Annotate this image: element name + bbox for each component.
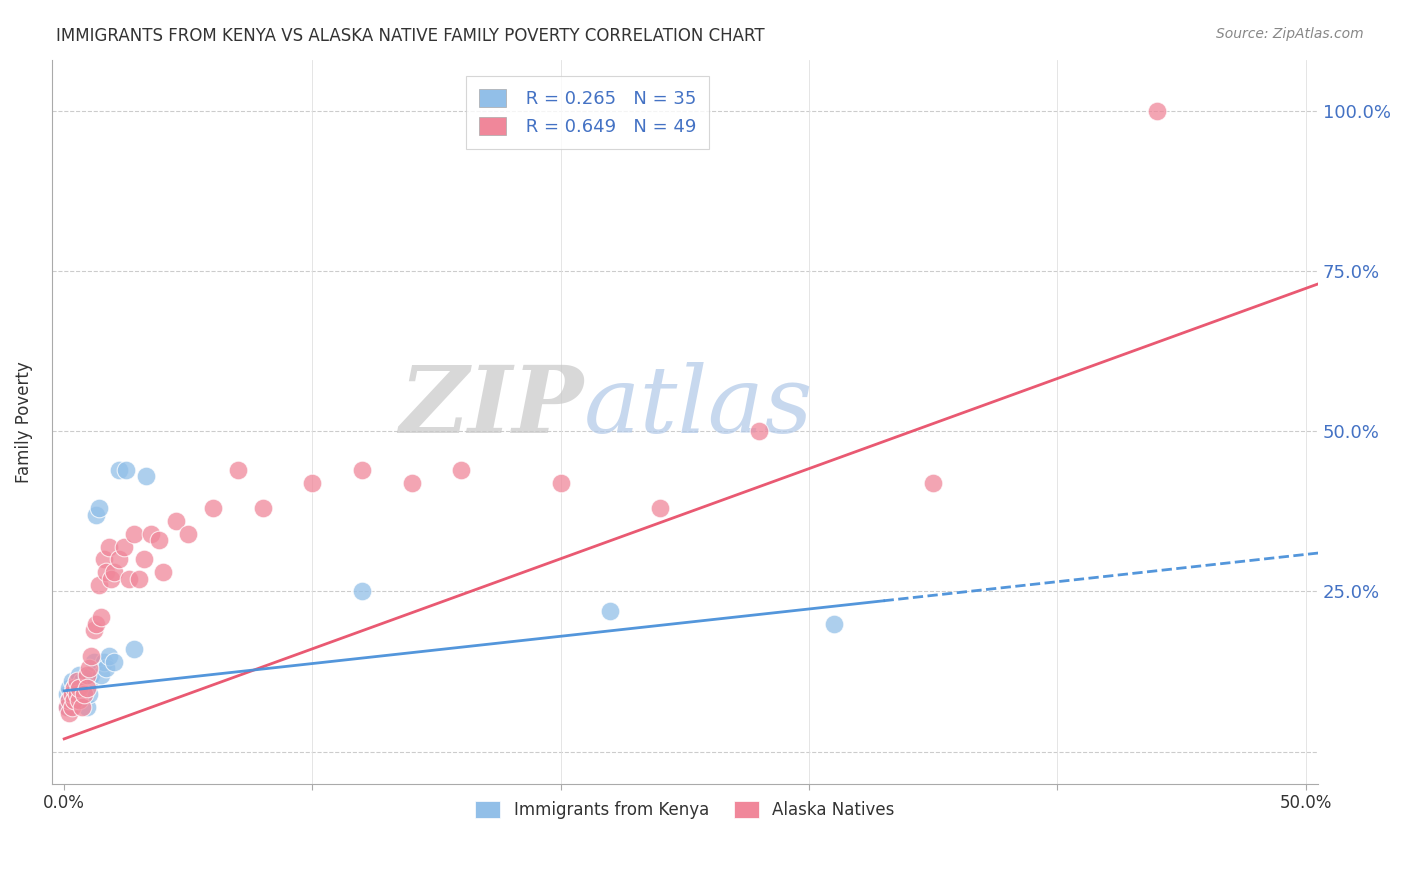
Point [87,501,110,516]
Point [63,693,86,707]
Point [76,667,98,681]
Point [65,687,87,701]
Point [90,667,112,681]
Text: Source: ZipAtlas.com: Source: ZipAtlas.com [1216,27,1364,41]
Point [87,578,110,592]
Point [148,533,170,548]
Point [599,604,621,618]
Text: ZIP: ZIP [399,362,583,452]
Point [73,687,96,701]
Point [97,648,120,663]
Point [352,463,374,477]
Point [80,648,103,663]
Point [122,526,145,541]
Point [301,475,323,490]
Point [55,699,77,714]
Point [60,687,83,701]
Point [86,508,108,522]
Point [86,616,108,631]
Point [58,681,80,695]
Point [55,687,77,701]
Point [77,661,100,675]
Point [1146,103,1168,118]
Point [83,623,105,637]
Point [202,501,225,516]
Point [226,463,249,477]
Point [139,526,162,541]
Point [152,566,174,580]
Text: IMMIGRANTS FROM KENYA VS ALASKA NATIVE FAMILY POVERTY CORRELATION CHART: IMMIGRANTS FROM KENYA VS ALASKA NATIVE F… [56,27,765,45]
Point [76,699,98,714]
Point [90,610,112,624]
Point [60,687,83,701]
Point [63,681,86,695]
Point [135,469,157,483]
Point [67,693,90,707]
Point [97,540,120,554]
Point [165,514,187,528]
Point [67,667,90,681]
Point [67,681,90,695]
Point [128,572,150,586]
Point [93,655,115,669]
Point [60,674,83,689]
Point [823,616,845,631]
Point [63,681,86,695]
Point [103,655,125,669]
Point [65,674,87,689]
Point [96,661,118,675]
Point [103,566,125,580]
Point [177,526,200,541]
Point [58,693,80,707]
Point [77,674,100,689]
Point [58,706,80,721]
Point [922,475,945,490]
Legend: Immigrants from Kenya, Alaska Natives: Immigrants from Kenya, Alaska Natives [468,795,901,826]
Point [73,681,96,695]
Point [55,699,77,714]
Point [60,699,83,714]
Point [76,681,98,695]
Point [112,540,135,554]
Point [65,674,87,689]
Point [107,463,129,477]
Point [122,642,145,657]
Point [450,463,472,477]
Point [77,687,100,701]
Point [70,699,93,714]
Point [80,667,103,681]
Point [60,699,83,714]
Point [70,687,93,701]
Point [401,475,423,490]
Point [550,475,572,490]
Point [115,463,138,477]
Point [70,674,93,689]
Point [118,572,141,586]
Point [83,655,105,669]
Point [67,681,90,695]
Text: atlas: atlas [583,362,813,452]
Point [648,501,671,516]
Point [65,687,87,701]
Point [58,693,80,707]
Point [93,552,115,566]
Point [748,424,770,438]
Point [63,693,86,707]
Point [96,566,118,580]
Point [252,501,274,516]
Y-axis label: Family Poverty: Family Poverty [15,360,32,483]
Point [352,584,374,599]
Point [107,552,129,566]
Point [100,572,122,586]
Point [132,552,155,566]
